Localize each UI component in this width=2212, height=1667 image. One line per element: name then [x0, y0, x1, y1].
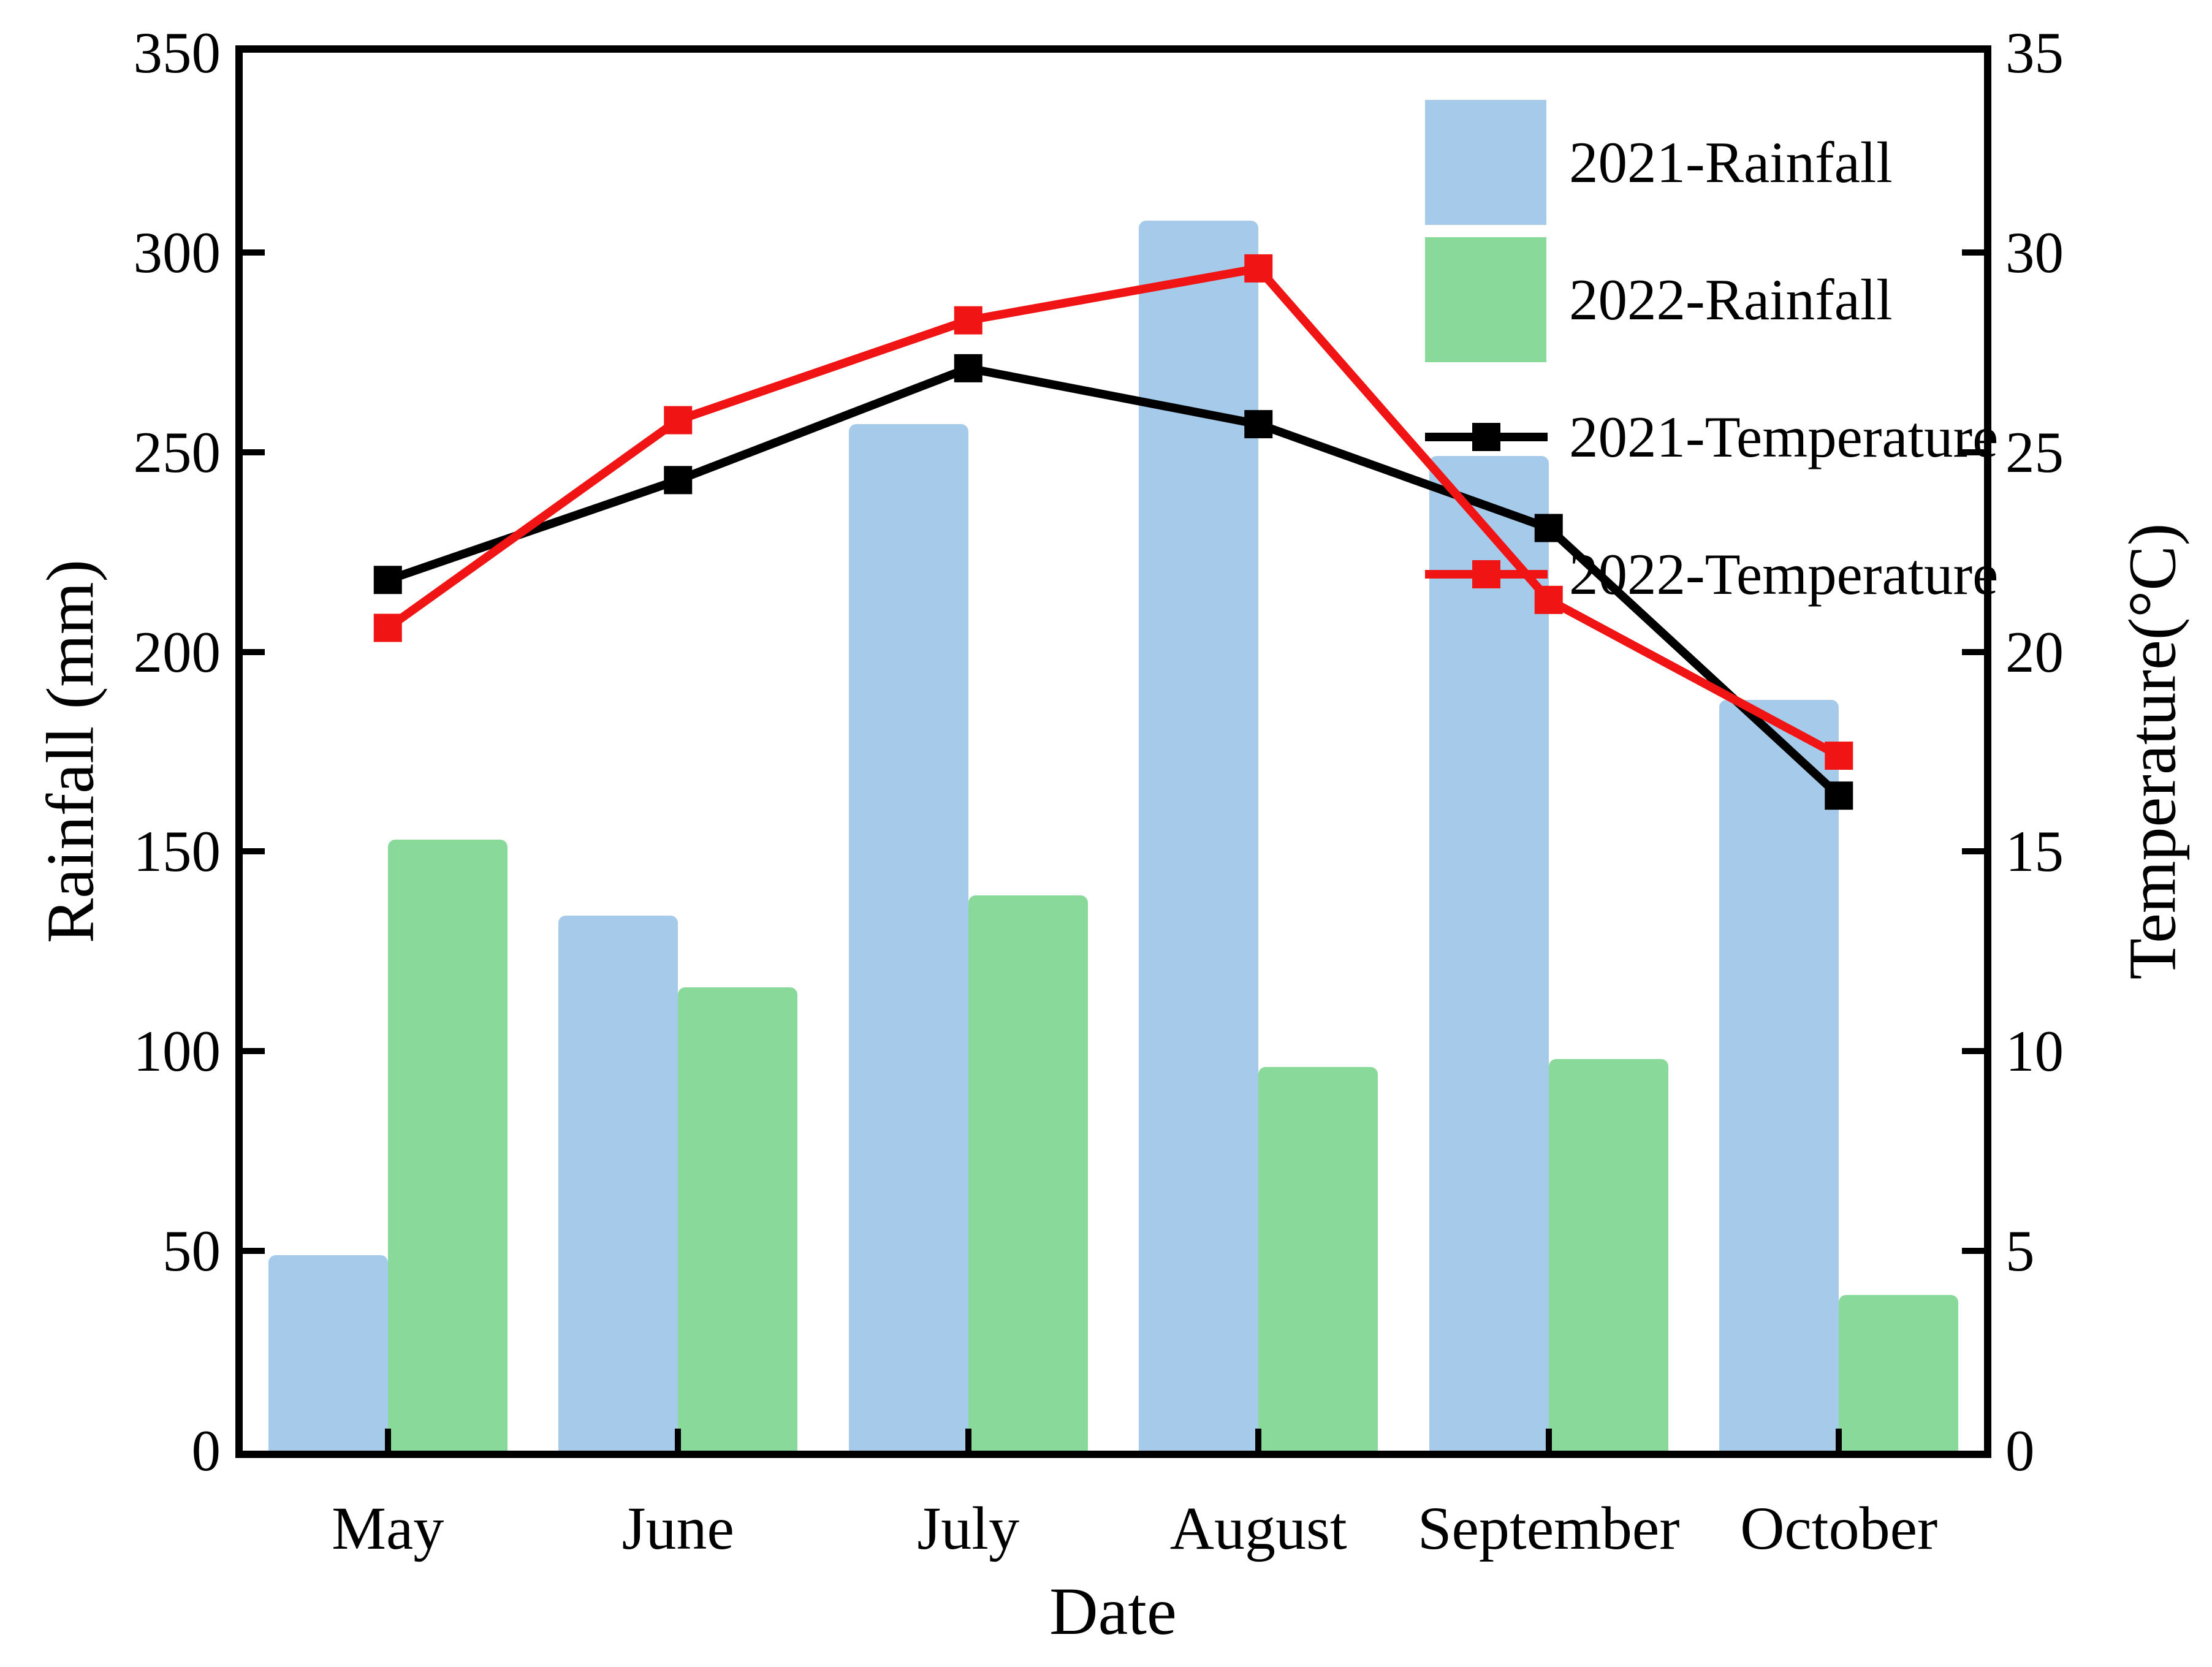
- right-axis-title: Temperature(°C): [2115, 523, 2190, 980]
- left-axis-tick-200: [243, 648, 265, 655]
- left-tick-label-50: 50: [162, 1218, 221, 1284]
- legend-label-2022-temperature: 2022-Temperature: [1569, 542, 1999, 607]
- bar-2021-rainfall-june: [558, 915, 678, 1451]
- marker-2022-temperature-july: [954, 306, 982, 335]
- right-tick-label-10: 10: [2005, 1019, 2064, 1084]
- x-axis-tick-may: [384, 1429, 391, 1451]
- legend-label-2021-rainfall: 2021-Rainfall: [1569, 130, 1893, 195]
- left-tick-label-150: 150: [133, 819, 221, 884]
- marker-2021-temperature-may: [373, 566, 402, 594]
- right-tick-label-30: 30: [2005, 219, 2064, 285]
- bar-2022-rainfall-july: [968, 895, 1088, 1451]
- marker-2021-temperature-september: [1534, 514, 1563, 542]
- bar-2021-rainfall-october: [1719, 699, 1839, 1451]
- left-axis-tick-100: [243, 1048, 265, 1055]
- right-axis-tick-10: [1962, 1048, 1984, 1055]
- left-axis-tick-250: [243, 449, 265, 455]
- temp-line-2021-temperature: [386, 363, 1842, 799]
- marker-2022-temperature-september: [1534, 585, 1563, 614]
- right-axis-tick-5: [1962, 1248, 1984, 1255]
- bar-2021-rainfall-may: [268, 1255, 388, 1451]
- left-axis-tick-150: [243, 848, 265, 855]
- x-axis-tick-june: [675, 1429, 682, 1451]
- right-axis-tick-15: [1962, 848, 1984, 855]
- left-tick-label-100: 100: [133, 1019, 221, 1084]
- left-axis-tick-50: [243, 1248, 265, 1255]
- right-tick-label-25: 25: [2005, 419, 2064, 485]
- left-tick-label-200: 200: [133, 619, 221, 685]
- right-axis-tick-20: [1962, 648, 1984, 655]
- legend-swatch-2021-rainfall: [1425, 100, 1546, 225]
- marker-2022-temperature-october: [1825, 742, 1853, 770]
- left-tick-label-250: 250: [133, 419, 221, 485]
- x-tick-label-june: June: [621, 1494, 734, 1562]
- legend-label-2022-rainfall: 2022-Rainfall: [1569, 267, 1893, 332]
- right-tick-label-15: 15: [2005, 819, 2064, 884]
- right-tick-label-35: 35: [2005, 20, 2064, 85]
- x-tick-label-august: August: [1169, 1494, 1347, 1562]
- marker-2021-temperature-october: [1825, 781, 1853, 810]
- right-tick-label-20: 20: [2005, 619, 2064, 685]
- lines-layer: [373, 254, 1853, 810]
- x-tick-label-may: May: [332, 1494, 444, 1562]
- temp-line-2022-temperature: [385, 264, 1841, 760]
- legend-swatch-2022-rainfall: [1425, 237, 1546, 362]
- right-axis-tick-30: [1962, 249, 1984, 256]
- bar-2021-rainfall-september: [1429, 456, 1549, 1451]
- bar-2022-rainfall-august: [1258, 1067, 1378, 1451]
- x-axis-tick-october: [1836, 1429, 1842, 1451]
- x-axis-title: Date: [1049, 1574, 1177, 1649]
- right-axis-tick-25: [1962, 449, 1984, 455]
- bar-2022-rainfall-october: [1839, 1294, 1959, 1451]
- legend-marker-2022-temperature: [1472, 560, 1500, 588]
- plot-area: 2021-Rainfall 2022-Rainfall 2021-Temperatu…: [235, 45, 1998, 1458]
- x-axis-tick-september: [1545, 1429, 1552, 1451]
- left-tick-label-0: 0: [191, 1418, 221, 1483]
- bar-2022-rainfall-september: [1548, 1059, 1668, 1451]
- x-tick-label-october: October: [1740, 1494, 1938, 1562]
- right-tick-label-0: 0: [2005, 1418, 2035, 1483]
- bar-2021-rainfall-august: [1139, 220, 1259, 1451]
- marker-2021-temperature-june: [664, 466, 693, 495]
- bar-2022-rainfall-may: [387, 839, 507, 1451]
- marker-2021-temperature-august: [1244, 410, 1273, 439]
- x-tick-label-july: July: [917, 1494, 1020, 1562]
- marker-2022-temperature-may: [373, 613, 402, 642]
- left-tick-label-300: 300: [133, 219, 221, 285]
- legend-marker-2021-temperature: [1472, 423, 1500, 451]
- left-tick-label-350: 350: [133, 20, 221, 85]
- marker-2022-temperature-august: [1244, 254, 1273, 283]
- bars-layer: [243, 53, 1984, 1451]
- right-tick-label-5: 5: [2005, 1218, 2035, 1284]
- marker-2022-temperature-june: [664, 406, 693, 435]
- bar-2022-rainfall-june: [678, 987, 798, 1451]
- left-axis-tick-300: [243, 249, 265, 256]
- bar-2021-rainfall-july: [848, 424, 968, 1451]
- x-axis-tick-august: [1255, 1429, 1262, 1451]
- x-axis-tick-july: [965, 1429, 971, 1451]
- marker-2021-temperature-july: [954, 354, 982, 382]
- x-tick-label-september: September: [1417, 1494, 1680, 1562]
- legend-label-2021-temperature: 2021-Temperature: [1569, 404, 1999, 469]
